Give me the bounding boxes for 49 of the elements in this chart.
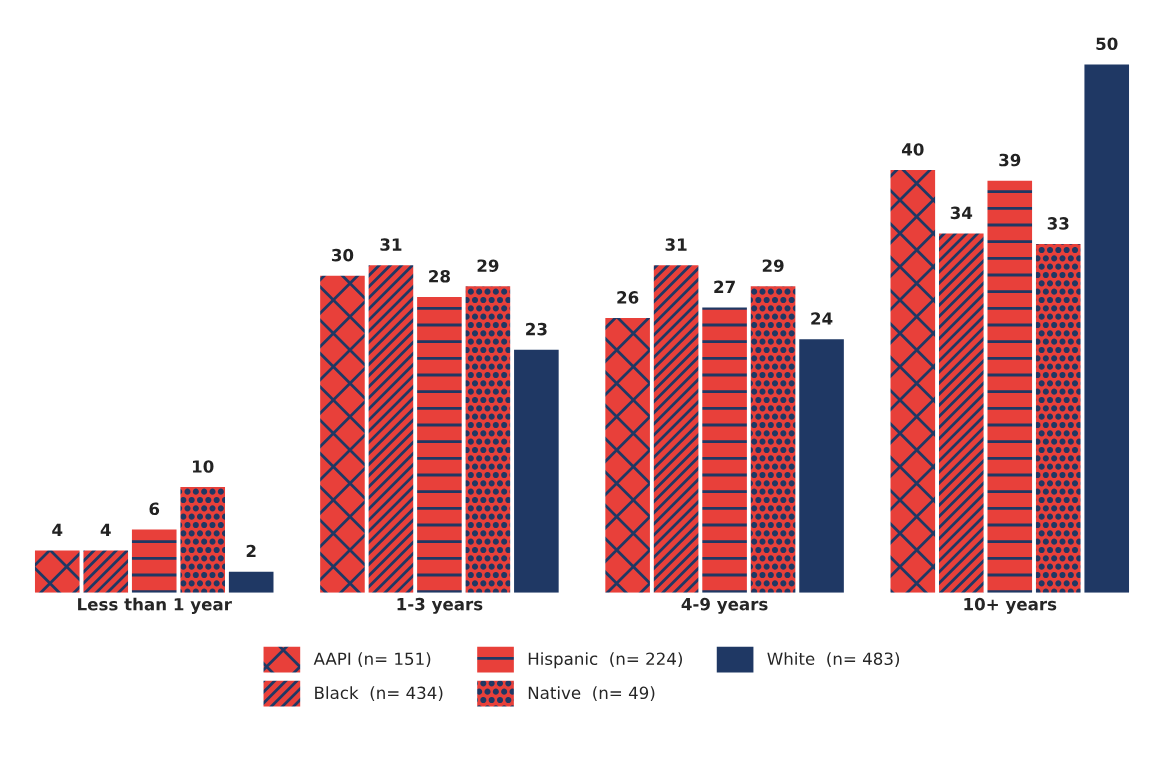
bar (987, 180, 1033, 593)
data-label: 39 (999, 153, 1021, 167)
bar (320, 275, 365, 593)
data-label: 31 (380, 238, 402, 251)
bar (368, 265, 414, 593)
bar (890, 170, 936, 593)
data-label: 40 (901, 143, 924, 156)
bar (938, 233, 984, 593)
bar (799, 339, 844, 593)
data-label: 4 (52, 523, 63, 536)
bar (1084, 64, 1130, 593)
bar (750, 286, 796, 593)
data-label: 29 (477, 259, 499, 272)
data-label: 23 (526, 322, 547, 336)
data-label: 2 (246, 544, 256, 558)
data-label: 10 (192, 460, 214, 473)
bar (131, 529, 177, 593)
data-label: 30 (331, 248, 354, 262)
x-tick-label: 10+ years (964, 597, 1057, 614)
bar (34, 550, 80, 593)
bar (228, 571, 274, 593)
legend-label: Native (n= 49) (528, 686, 655, 702)
data-label: 29 (762, 259, 784, 272)
legend-label: Black (n= 434) (315, 686, 443, 702)
data-label: 24 (811, 312, 833, 325)
data-label: 50 (1096, 37, 1118, 51)
bar (465, 286, 511, 593)
x-tick-label: 1-3 years (397, 597, 483, 614)
x-tick-label: Less than 1 year (78, 597, 232, 614)
legend-label: White (n= 483) (767, 652, 900, 667)
legend-label: Hispanic (n= 224) (528, 652, 682, 669)
data-label: 28 (429, 269, 450, 283)
bar (605, 318, 650, 593)
data-label: 26 (617, 291, 639, 304)
data-label: 33 (1047, 217, 1069, 230)
data-label: 6 (149, 502, 160, 516)
bar (83, 550, 129, 593)
data-label: 31 (665, 238, 687, 251)
bar (514, 349, 559, 593)
data-label: 4 (100, 523, 111, 536)
data-label: 34 (950, 206, 973, 220)
bar (180, 487, 226, 593)
legend-label: AAPI (n= 151) (313, 652, 431, 667)
x-tick-label: 4-9 years (681, 597, 768, 614)
bar (702, 307, 747, 593)
bar (653, 265, 699, 593)
data-label: 27 (714, 280, 735, 293)
bar (1035, 244, 1081, 593)
bar (417, 296, 462, 593)
